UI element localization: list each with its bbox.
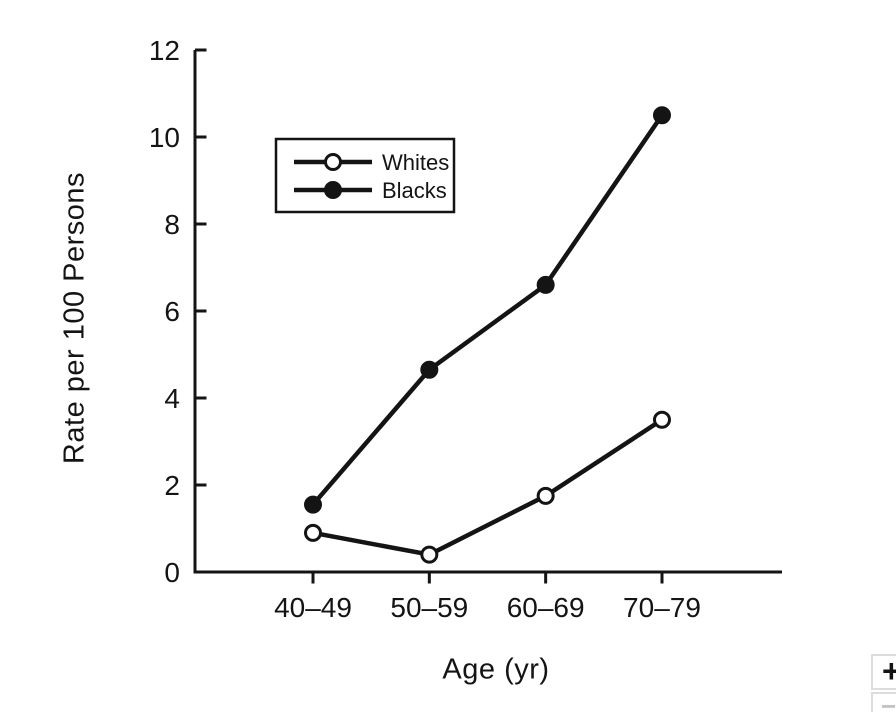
plus-cell[interactable]: +	[871, 654, 896, 690]
x-tick-label: 70–79	[623, 592, 701, 623]
data-point-blacks	[304, 495, 322, 514]
y-axis-title: Rate per 100 Persons	[58, 171, 91, 465]
x-axis-title: Age (yr)	[442, 653, 550, 686]
legend-box	[274, 137, 456, 214]
data-point-blacks	[420, 360, 439, 379]
y-tick-label: 10	[149, 122, 180, 153]
data-point-blacks	[536, 275, 555, 294]
data-point-whites	[304, 523, 322, 542]
y-tick-label: 8	[164, 209, 180, 240]
data-point-blacks	[652, 106, 671, 125]
legend-label-whites: Whites	[382, 150, 449, 175]
minus-cell[interactable]: −	[871, 692, 896, 712]
data-point-whites	[536, 486, 555, 505]
series-line-whites	[312, 417, 664, 557]
plus-icon: +	[873, 656, 896, 687]
y-tick-label: 6	[164, 296, 180, 327]
data-point-whites	[652, 410, 671, 429]
y-tick-label: 2	[164, 470, 180, 501]
data-point-whites	[420, 545, 439, 564]
legend-marker-whites-icon	[324, 153, 342, 171]
legend-marker-blacks-icon	[324, 181, 342, 199]
x-tick-label: 60–69	[507, 592, 585, 623]
minus-icon: −	[881, 692, 896, 712]
x-tick-label: 50–59	[390, 592, 468, 623]
x-tick-label: 40–49	[274, 592, 352, 623]
y-tick-label: 0	[164, 557, 180, 588]
legend-label-blacks: Blacks	[382, 178, 447, 203]
y-tick-label: 4	[164, 383, 180, 414]
cropped-table-fragment: + −	[871, 654, 896, 712]
y-tick-label: 12	[149, 35, 180, 66]
series-line-blacks	[311, 113, 664, 507]
axes	[193, 50, 782, 574]
